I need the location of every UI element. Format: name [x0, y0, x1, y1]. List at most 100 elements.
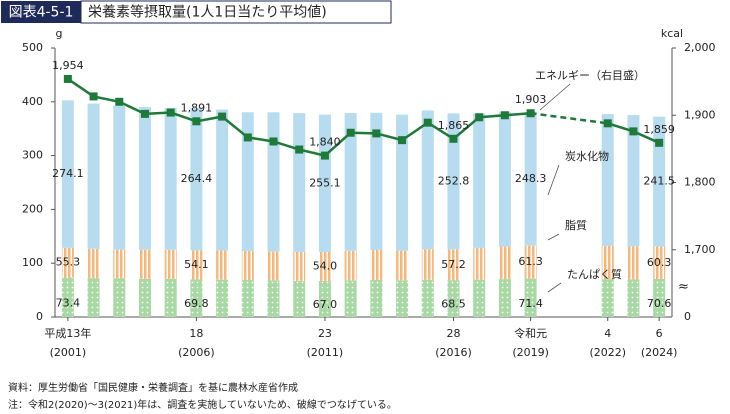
line-marker — [449, 134, 458, 143]
bar-segment — [344, 280, 357, 317]
header-badge — [1, 1, 81, 23]
bar-segment — [447, 113, 460, 250]
bar-segment — [421, 249, 434, 280]
data-label: 1,840 — [309, 136, 341, 149]
y2-break-symbol: ≈ — [678, 280, 689, 295]
bar-segment — [87, 278, 100, 317]
bar-segment — [293, 113, 306, 252]
data-label: 1,903 — [515, 93, 547, 106]
line-marker — [63, 74, 72, 83]
bar-segment — [190, 250, 203, 280]
bar-segment — [138, 278, 151, 317]
bar-segment — [241, 251, 254, 280]
legend-label: エネルギー（右目盛） — [535, 68, 645, 82]
bar-segment — [113, 278, 126, 317]
line-marker — [166, 108, 175, 117]
bar-segment — [524, 278, 537, 317]
data-label: 71.4 — [518, 297, 543, 310]
data-label: 67.0 — [313, 298, 338, 311]
line-marker — [192, 117, 201, 126]
data-label: 70.6 — [647, 297, 672, 310]
x-tick-sublabel: (2019) — [512, 346, 549, 359]
bar-segment — [396, 280, 409, 317]
callout-line — [547, 164, 560, 196]
bar-segment — [601, 114, 614, 246]
x-tick-label: 23 — [318, 327, 332, 340]
bar-segment — [241, 279, 254, 317]
y-tick-label: 0 — [36, 310, 43, 323]
bar-segment — [524, 245, 537, 279]
line-marker — [269, 137, 278, 146]
line-marker — [295, 145, 304, 154]
bar-segment — [370, 279, 383, 317]
data-label: 60.3 — [647, 256, 672, 269]
data-label: 1,954 — [52, 59, 84, 72]
data-label: 264.4 — [181, 172, 213, 185]
bar-segment — [370, 112, 383, 250]
y2-break-label: 0 — [684, 310, 691, 323]
x-tick-label: 平成13年 — [44, 326, 91, 340]
bar-segment — [61, 247, 74, 278]
data-label: 69.8 — [184, 297, 209, 310]
bar-segment — [653, 246, 666, 280]
bar-segment — [190, 108, 203, 251]
data-label: 241.5 — [643, 175, 675, 188]
line-marker — [655, 138, 664, 147]
y2-unit: kcal — [661, 27, 683, 40]
bar-segment — [344, 250, 357, 281]
data-label: 274.1 — [52, 167, 84, 180]
bar-segment — [421, 110, 434, 250]
data-label: 68.5 — [441, 298, 466, 311]
bar-segment — [164, 278, 177, 317]
line-marker — [500, 111, 509, 120]
data-label: 73.4 — [56, 296, 81, 309]
line-marker — [243, 133, 252, 142]
line-marker — [372, 129, 381, 138]
x-tick-label: 18 — [189, 327, 203, 340]
line-marker — [526, 109, 535, 118]
bar-segment — [216, 109, 229, 251]
line-marker — [115, 97, 124, 106]
data-label: 252.8 — [438, 174, 470, 187]
x-tick-sublabel: (2022) — [589, 346, 626, 359]
bar-segment — [447, 280, 460, 317]
bar-segment — [164, 107, 177, 250]
y-unit: g — [56, 27, 63, 40]
bar-segment — [370, 249, 383, 280]
y2-tick-label: 1,900 — [684, 108, 716, 121]
x-tick-sublabel: (2001) — [50, 346, 87, 359]
y-tick-label: 500 — [22, 41, 43, 54]
bar-segment — [293, 251, 306, 281]
bar-segment — [190, 279, 203, 317]
header-frame — [80, 0, 392, 24]
data-label: 255.1 — [309, 176, 341, 189]
x-tick-sublabel: (2024) — [641, 346, 678, 359]
bar-segment — [601, 245, 614, 280]
bar-segment — [473, 113, 486, 248]
bar-segment — [138, 107, 151, 250]
callout-line — [547, 282, 562, 293]
bar-segment — [241, 112, 254, 252]
data-label: 1,865 — [438, 119, 470, 132]
data-label: 1,891 — [181, 101, 213, 114]
bar-segment — [627, 115, 640, 247]
bar-segment — [216, 250, 229, 280]
line-marker — [218, 112, 227, 121]
legend-label: たんぱく質 — [567, 267, 622, 281]
bar-segment — [267, 112, 280, 252]
legend-label: 脂質 — [565, 218, 587, 232]
line-marker — [423, 118, 432, 127]
line-marker — [603, 119, 612, 128]
line-marker — [629, 127, 638, 136]
bar-segment — [473, 247, 486, 280]
bar-segment — [113, 249, 126, 279]
data-label: 248.3 — [515, 172, 547, 185]
x-tick-label: 6 — [656, 327, 663, 340]
y2-tick-label: 1,700 — [684, 243, 716, 256]
y-tick-label: 300 — [22, 149, 43, 162]
bar-segment — [318, 280, 331, 317]
bar-segment — [344, 113, 357, 251]
bar-segment — [318, 251, 331, 281]
bar-segment — [653, 279, 666, 317]
